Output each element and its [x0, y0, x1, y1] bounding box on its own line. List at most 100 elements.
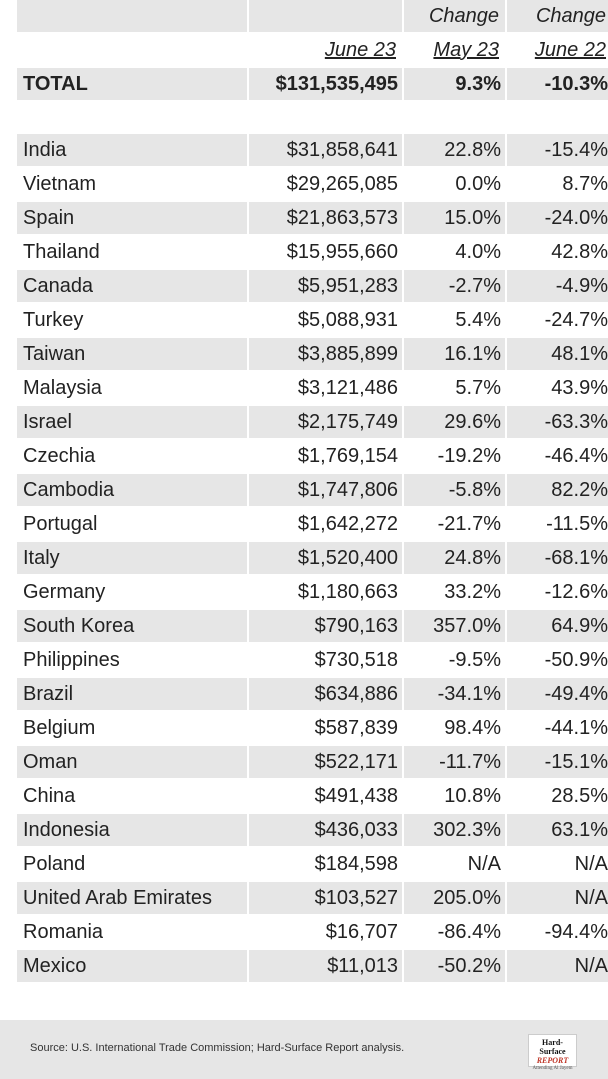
yoy-change: -15.4% [507, 134, 608, 166]
yoy-change: 8.7% [562, 173, 608, 195]
import-value: $587,839 [314, 717, 398, 739]
source-note: Source: U.S. International Trade Commiss… [30, 1042, 405, 1054]
import-value: $5,088,931 [297, 309, 398, 331]
country-name: Mexico [17, 950, 247, 982]
country-name: China [23, 785, 76, 807]
total-value: $131,535,495 [249, 68, 402, 100]
country-name: India [17, 134, 247, 166]
header-cell [249, 0, 402, 32]
country-name: Romania [23, 921, 104, 943]
spacer [404, 102, 505, 134]
country-name: Thailand [23, 241, 100, 263]
yoy-change: -46.4% [544, 445, 608, 467]
mom-change: 98.4% [444, 717, 501, 739]
yoy-change: -68.1% [507, 542, 608, 574]
yoy-change: -24.7% [544, 309, 608, 331]
country-name: Belgium [23, 717, 96, 739]
country-name: Cambodia [17, 474, 247, 506]
yoy-change: -50.9% [544, 649, 608, 671]
import-value: $730,518 [314, 649, 398, 671]
header-period-prior-month: May 23 [433, 39, 499, 61]
country-name: Malaysia [23, 377, 102, 399]
mom-change: 33.2% [444, 581, 501, 603]
mom-change: 29.6% [404, 406, 505, 438]
yoy-change: -63.3% [507, 406, 608, 438]
country-name: Vietnam [23, 173, 97, 195]
mom-change: -11.7% [404, 746, 505, 778]
import-value: $1,747,806 [249, 474, 402, 506]
yoy-change: -15.1% [507, 746, 608, 778]
mom-change: 5.7% [455, 377, 501, 399]
country-name: Spain [17, 202, 247, 234]
yoy-change: -49.4% [507, 678, 608, 710]
yoy-change: 43.9% [551, 377, 608, 399]
country-name: Indonesia [17, 814, 247, 846]
yoy-change: -94.4% [544, 921, 608, 943]
import-value: $1,520,400 [249, 542, 402, 574]
import-value: $3,885,899 [249, 338, 402, 370]
total-label: TOTAL [17, 68, 247, 100]
mom-change: -2.7% [404, 270, 505, 302]
import-value: $436,033 [249, 814, 402, 846]
mom-change: 357.0% [404, 610, 505, 642]
country-name: Turkey [23, 309, 84, 331]
country-name: Poland [23, 853, 86, 875]
mom-change: 24.8% [404, 542, 505, 574]
footer: Source: U.S. International Trade Commiss… [0, 1020, 608, 1079]
country-name: South Korea [17, 610, 247, 642]
header-change-label: Change [404, 0, 505, 32]
yoy-change: 42.8% [551, 241, 608, 263]
import-value: $2,175,749 [249, 406, 402, 438]
yoy-change: N/A [507, 950, 608, 982]
header-cell [17, 34, 247, 66]
logo-line: Hard-Surface [539, 1038, 566, 1056]
import-value: $15,955,660 [286, 241, 398, 263]
total-mom-change: 9.3% [404, 68, 505, 100]
mom-change: -86.4% [437, 921, 501, 943]
mom-change: -50.2% [404, 950, 505, 982]
mom-change: N/A [467, 853, 501, 875]
hard-surface-report-logo: Hard-Surface REPORT Attending Al Jayem [528, 1034, 577, 1071]
import-value: $16,707 [325, 921, 398, 943]
spacer [249, 102, 402, 134]
country-name: Taiwan [17, 338, 247, 370]
mom-change: 302.3% [404, 814, 505, 846]
yoy-change: 82.2% [507, 474, 608, 506]
country-name: Brazil [17, 678, 247, 710]
header-period-current: June 23 [324, 39, 396, 61]
yoy-change: -11.5% [546, 513, 608, 535]
import-value: $103,527 [249, 882, 402, 914]
import-value: $5,951,283 [249, 270, 402, 302]
mom-change: 0.0% [455, 173, 501, 195]
mom-change: -9.5% [448, 649, 501, 671]
import-value: $491,438 [314, 785, 398, 807]
country-name: Portugal [23, 513, 98, 535]
yoy-change: 28.5% [551, 785, 608, 807]
total-yoy-change: -10.3% [507, 68, 608, 100]
import-value: $1,769,154 [297, 445, 398, 467]
yoy-change: -12.6% [544, 581, 608, 603]
spacer [507, 102, 608, 134]
country-name: United Arab Emirates [17, 882, 247, 914]
country-name: Canada [17, 270, 247, 302]
logo-line: REPORT [536, 1056, 569, 1065]
mom-change: 15.0% [404, 202, 505, 234]
trade-table: Change Change June 23 May 23 June 22 TOT… [17, 0, 608, 984]
import-value: $634,886 [249, 678, 402, 710]
spacer [17, 102, 247, 134]
header-change-label: Change [507, 0, 608, 32]
yoy-change: 48.1% [507, 338, 608, 370]
logo-line: Attending Al Jayem [532, 1066, 573, 1071]
import-value: $3,121,486 [297, 377, 398, 399]
mom-change: -19.2% [437, 445, 501, 467]
mom-change: 10.8% [444, 785, 501, 807]
import-value: $29,265,085 [286, 173, 398, 195]
mom-change: 205.0% [404, 882, 505, 914]
header-cell [17, 0, 247, 32]
mom-change: -34.1% [404, 678, 505, 710]
import-value: $1,642,272 [297, 513, 398, 535]
import-value: $11,013 [249, 950, 402, 982]
country-name: Italy [17, 542, 247, 574]
yoy-change: 64.9% [507, 610, 608, 642]
mom-change: 16.1% [404, 338, 505, 370]
